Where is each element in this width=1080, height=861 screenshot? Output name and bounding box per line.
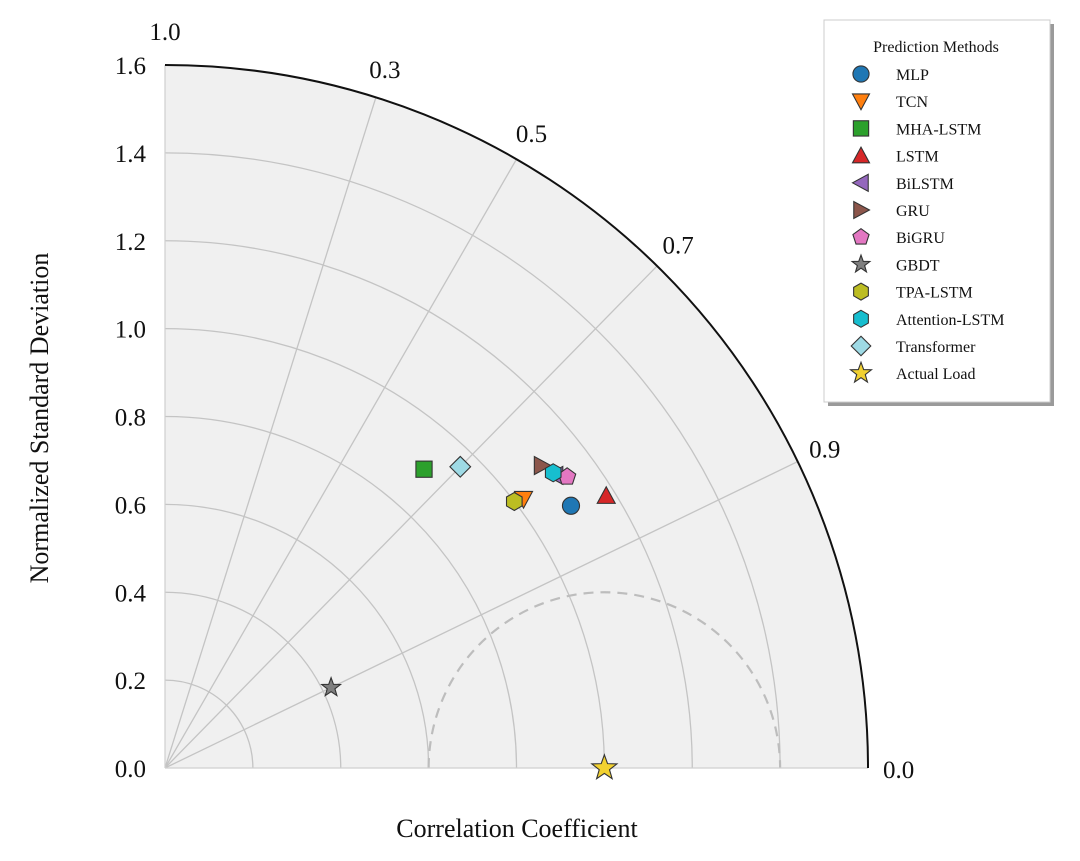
- reference-arc: [427, 591, 782, 769]
- rmse-reference-arc: [427, 591, 782, 769]
- legend-label-gbdt: GBDT: [896, 257, 940, 274]
- std-tick-label: 1.6: [115, 53, 146, 80]
- correlation-tick-label: 0.9: [809, 436, 840, 463]
- correlation-grid-line: [164, 265, 658, 769]
- legend-marker-mlp: [852, 65, 870, 83]
- grid: [164, 97, 798, 769]
- plot-frame: [164, 64, 869, 769]
- legend-marker-attention-lstm: [853, 309, 869, 328]
- point-tpa-lstm: [505, 491, 523, 512]
- std-tick-labels: 0.0 0.2 0.4 0.6 0.8 1.0 1.2 1.4 1.6: [115, 53, 147, 783]
- legend-label-gru: GRU: [896, 203, 930, 220]
- legend-marker-bilstm: [851, 173, 869, 193]
- legend-label-bigru: BiGRU: [896, 230, 945, 247]
- point-attention-lstm: [544, 463, 562, 483]
- std-grid-arc: [164, 591, 342, 769]
- point-mlp: [561, 496, 581, 515]
- std-grid-arc: [164, 503, 430, 769]
- legend-marker-transformer: [850, 335, 872, 357]
- legend-label-actual-load: Actual Load: [896, 366, 976, 383]
- std-grid-arc: [164, 152, 781, 769]
- legend: Prediction Methods MLP TCN MHA-LSTM LSTM BiLS…: [823, 19, 1054, 406]
- point-actual-load: [590, 753, 619, 780]
- plot-area: [165, 65, 868, 768]
- std-grid-arc: [164, 327, 606, 769]
- legend-label-tcn: TCN: [896, 94, 928, 111]
- std-tick-label: 0.4: [115, 580, 147, 607]
- legend-marker-gbdt: [850, 253, 872, 274]
- legend-label-tpa-lstm: TPA-LSTM: [896, 285, 973, 302]
- legend-marker-tpa-lstm: [853, 282, 869, 301]
- point-gbdt: [320, 676, 343, 697]
- legend-label-mha-lstm: MHA-LSTM: [896, 121, 981, 138]
- legend-title: Prediction Methods: [873, 39, 999, 56]
- correlation-tick-label: 0.0: [883, 757, 914, 784]
- x-axis-title: Correlation Coefficient: [396, 814, 638, 843]
- correlation-tick-label: 1.0: [149, 19, 180, 46]
- std-tick-label: 1.2: [115, 229, 146, 256]
- std-grid-arc: [164, 240, 693, 769]
- legend-marker-bigru: [852, 228, 870, 245]
- data-points: [320, 455, 619, 780]
- legend-marker-lstm: [851, 145, 871, 164]
- point-transformer: [449, 455, 472, 478]
- point-lstm: [596, 485, 617, 504]
- legend-label-bilstm: BiLSTM: [896, 176, 954, 193]
- point-gru: [533, 455, 553, 476]
- legend-label-attention-lstm: Attention-LSTM: [896, 312, 1004, 329]
- std-tick-label: 0.0: [115, 756, 146, 783]
- std-tick-label: 0.6: [115, 492, 146, 519]
- legend-label-transformer: Transformer: [896, 339, 976, 356]
- correlation-tick-label: 0.7: [662, 233, 693, 260]
- correlation-tick-labels: 1.0 0.9 0.7 0.5 0.3 0.0: [149, 19, 914, 784]
- plot-background: [165, 65, 868, 768]
- correlation-grid-line: [164, 460, 798, 769]
- correlation-grid-line: [164, 97, 377, 769]
- correlation-tick-label: 0.3: [369, 57, 400, 84]
- std-grid-arc: [164, 415, 518, 769]
- std-tick-label: 0.2: [115, 668, 146, 695]
- std-grid-arc: [164, 679, 254, 769]
- legend-marker-actual-load: [848, 360, 874, 384]
- legend-marker-gru: [853, 200, 871, 220]
- legend-marker-tcn: [851, 93, 871, 111]
- std-tick-label: 1.4: [115, 141, 147, 168]
- correlation-grid-line: [164, 158, 518, 769]
- std-tick-label: 0.8: [115, 405, 146, 432]
- correlation-tick-label: 0.5: [516, 121, 547, 148]
- std-tick-label: 1.0: [115, 317, 146, 344]
- point-mha-lstm: [415, 460, 433, 478]
- legend-label-lstm: LSTM: [896, 149, 939, 166]
- legend-marker-mha-lstm: [852, 120, 870, 137]
- y-axis-title: Normalized Standard Deviation: [25, 253, 54, 584]
- legend-label-mlp: MLP: [896, 67, 929, 84]
- correlation-arc: [164, 64, 869, 769]
